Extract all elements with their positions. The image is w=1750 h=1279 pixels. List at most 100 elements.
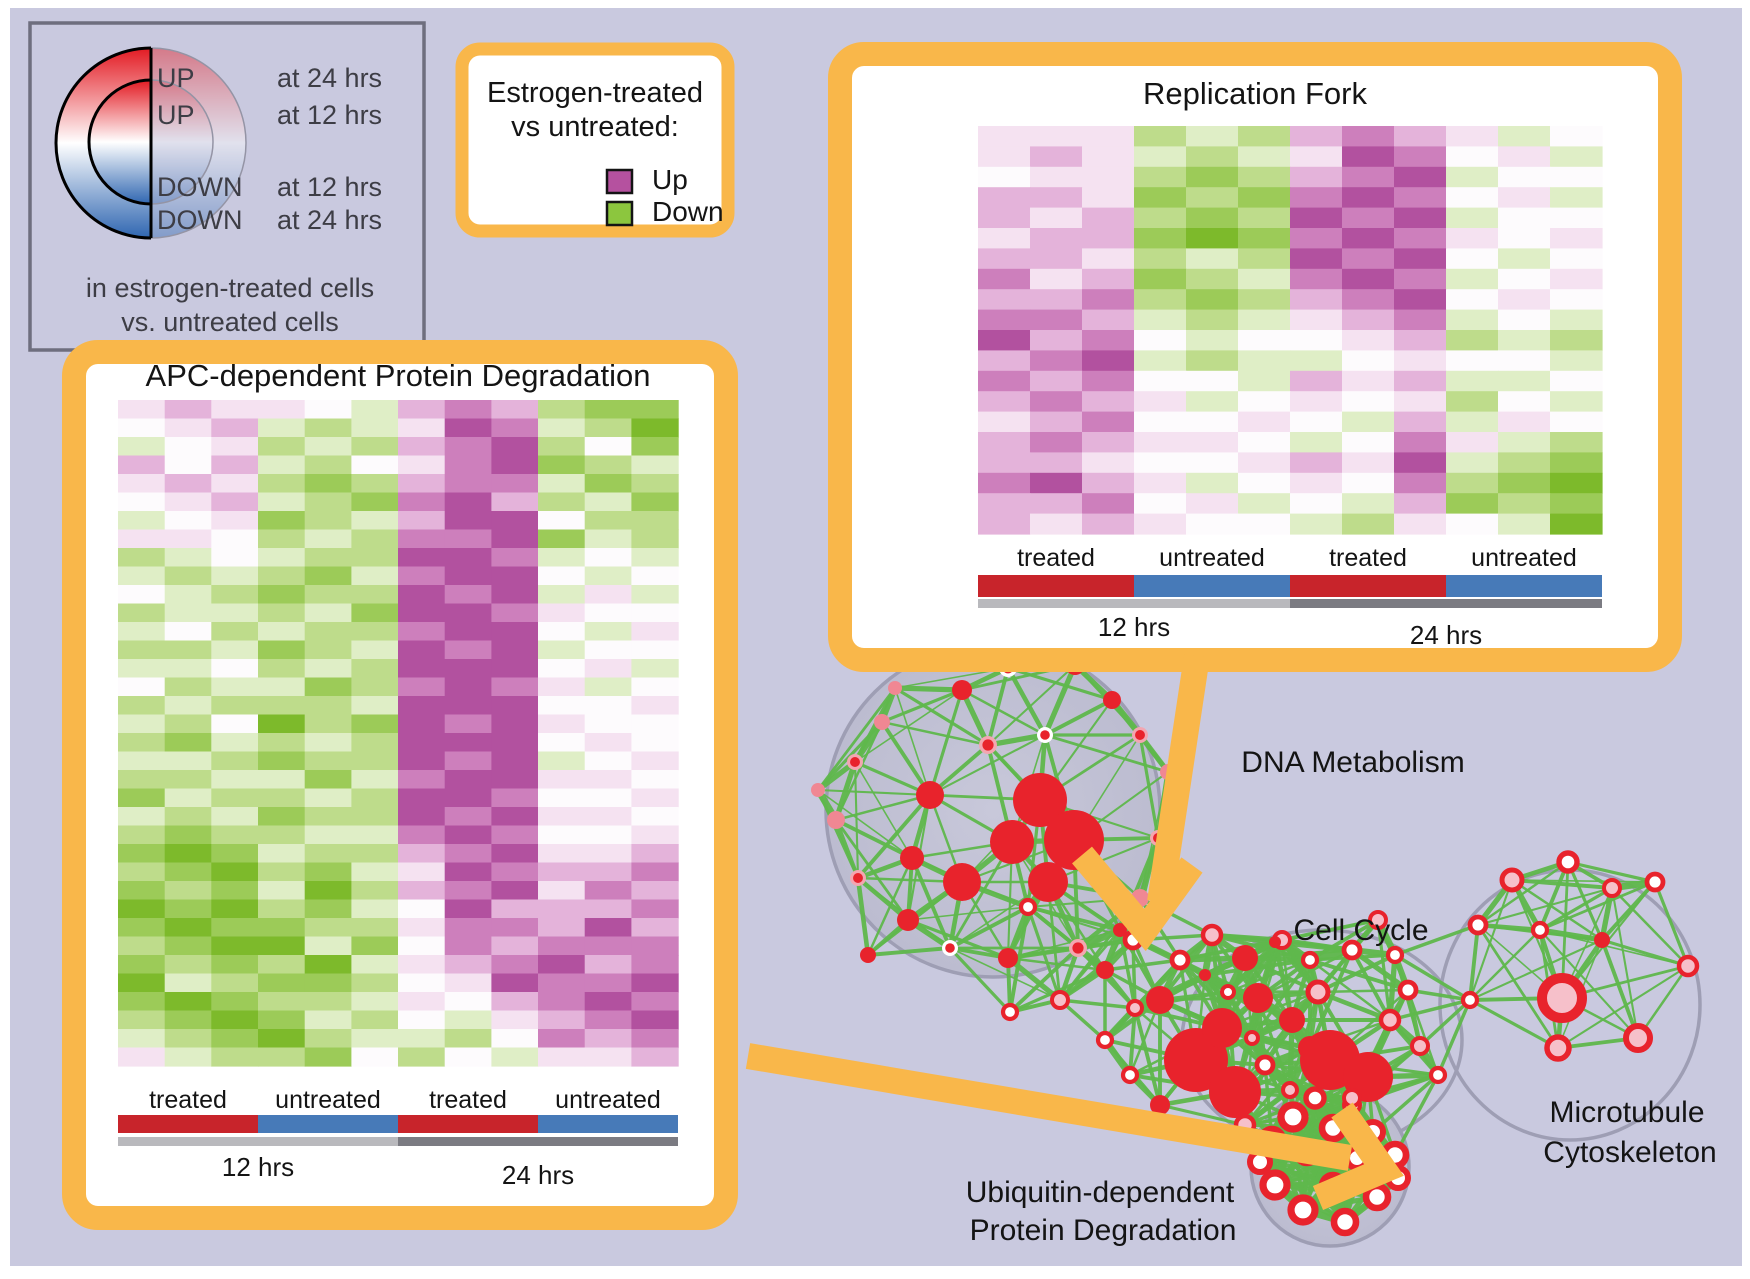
heatmap-cell	[304, 955, 352, 975]
heatmap-cell	[1446, 391, 1499, 413]
heatmap-cell	[584, 992, 632, 1012]
heatmap-cell	[631, 492, 679, 512]
heatmap-cell	[1030, 432, 1083, 453]
heatmap-cell	[584, 418, 632, 438]
network-edge	[1539, 929, 1639, 1039]
heatmap-cell	[538, 992, 586, 1012]
heatmap-cell	[1498, 391, 1551, 413]
heatmap-cell	[398, 492, 446, 512]
heatmap-cell	[1394, 472, 1447, 494]
heatmap-cell	[444, 566, 492, 586]
heatmap-cell	[1238, 309, 1291, 331]
heatmap-cell	[258, 585, 306, 605]
updown-time: at 24 hrs	[277, 63, 382, 93]
heatmap-cell	[1498, 166, 1551, 188]
network-node	[1378, 1008, 1402, 1032]
heatmap-cell	[118, 492, 166, 512]
heatmap-cell	[491, 1047, 539, 1067]
heatmap-cell	[444, 696, 492, 716]
heatmap-cell	[978, 472, 1031, 494]
inner-ring-12hrs	[87, 78, 151, 206]
heatmap-cell	[584, 825, 632, 845]
network-node	[1428, 1065, 1448, 1085]
heatmap-cell	[1498, 248, 1551, 270]
heatmap-cell	[211, 844, 259, 864]
heatmap-cell	[1394, 248, 1447, 270]
heatmap-cell	[211, 770, 259, 790]
network-node	[943, 863, 981, 901]
heatmap-cell	[491, 862, 539, 882]
heatmap-cell	[1394, 146, 1447, 168]
heatmap-cell	[304, 918, 352, 938]
heatmap-cell	[631, 455, 679, 475]
heatmap-cell	[1550, 472, 1603, 494]
heatmap-cell	[584, 733, 632, 753]
heatmap-cell	[164, 622, 212, 642]
heatmap-cell	[118, 511, 166, 531]
network-edge	[1350, 947, 1410, 993]
up-swatch-label: Up	[652, 164, 688, 195]
network-edge	[1044, 733, 1169, 774]
heatmap-cell	[211, 474, 259, 494]
heatmap-cell	[258, 1029, 306, 1049]
heatmap-cell	[1394, 268, 1447, 290]
heatmap-cell	[164, 955, 212, 975]
heatmap-cell	[164, 973, 212, 993]
heatmap-cell	[164, 659, 212, 679]
heatmap-cell	[1394, 391, 1447, 413]
network-edge	[1059, 998, 1136, 1010]
heatmap-cell	[631, 696, 679, 716]
network-labels: DNA Metabolism Cell Cycle Microtubule Cytos…	[966, 746, 1717, 1247]
heatmap-cell	[538, 511, 586, 531]
network-node	[1537, 973, 1587, 1023]
heatmap-cell	[538, 733, 586, 753]
network-edge	[1371, 1073, 1440, 1134]
heatmap-cell	[304, 622, 352, 642]
heatmap-cell	[1446, 350, 1499, 372]
condition-bar	[1446, 575, 1602, 597]
replication-annotations: treated untreated treated untreated 12 hrs 24…	[978, 544, 1602, 650]
heatmap-cell	[1290, 391, 1343, 413]
heatmap-cell	[304, 603, 352, 623]
heatmap-cell	[164, 751, 212, 771]
network-edge	[817, 788, 931, 797]
heatmap-cell	[1550, 370, 1603, 392]
heatmap-cell	[398, 807, 446, 827]
heatmap-cell	[1342, 309, 1395, 331]
heatmap-cell	[538, 566, 586, 586]
heatmap-cell	[1446, 166, 1499, 188]
heatmap-cell	[211, 881, 259, 901]
network-edge	[949, 947, 1061, 1001]
heatmap-cell	[1082, 432, 1135, 453]
heatmap-cell	[538, 603, 586, 623]
heatmap-cell	[978, 146, 1031, 168]
heatmap-cell	[444, 659, 492, 679]
heatmap-cell	[1498, 207, 1551, 229]
heatmap-cell	[1446, 187, 1499, 209]
heatmap-cell	[1134, 289, 1187, 311]
heatmap-cell	[164, 862, 212, 882]
heatmap-cell	[444, 437, 492, 457]
heatmap-cell	[304, 1010, 352, 1030]
heatmap-cell	[164, 825, 212, 845]
heatmap-cell	[1550, 146, 1603, 168]
color-key-title-line2: vs untreated:	[511, 111, 679, 143]
heatmap-cell	[1394, 330, 1447, 351]
heatmap-cell	[118, 936, 166, 956]
heatmap-cell	[584, 566, 632, 586]
heatmap-cell	[1082, 309, 1135, 331]
heatmap-cell	[538, 862, 586, 882]
network-node	[1460, 990, 1480, 1010]
heatmap-cell	[1342, 207, 1395, 229]
heatmap-cell	[351, 418, 399, 438]
heatmap-cell	[1186, 472, 1239, 494]
heatmap-cell	[1446, 472, 1499, 494]
heatmap-cell	[1134, 309, 1187, 331]
heatmap-cell	[398, 455, 446, 475]
heatmap-cell	[1342, 248, 1395, 270]
heatmap-cell	[1082, 330, 1135, 351]
heatmap-cell	[1394, 166, 1447, 188]
network-edge	[1005, 666, 1048, 737]
heatmap-cell	[978, 187, 1031, 209]
